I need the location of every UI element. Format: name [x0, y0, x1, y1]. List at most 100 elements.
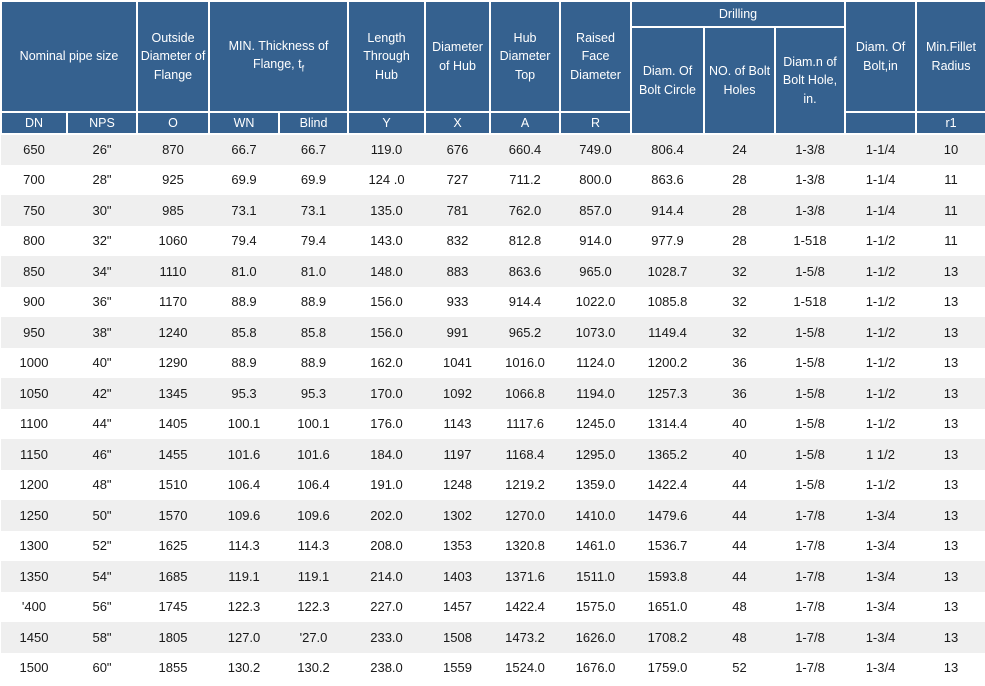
subheader-dn: DN: [0, 111, 68, 135]
cell-outside-diameter: 1110: [159, 263, 187, 279]
cell-bolt-diameter: 1-1/2: [865, 416, 896, 432]
cell-length-through-hub: 191.0: [370, 477, 403, 493]
cell-bolt-circle-diameter: 1593.8: [647, 568, 688, 584]
cell-raised-face-diameter: 1194.0: [576, 385, 615, 401]
cell-hub-diameter: 1302: [443, 507, 472, 523]
cell-thickness-blind: 119.1: [297, 568, 330, 584]
header-label: Diameter of Hub: [432, 40, 483, 73]
cell-bolt-hole-diameter: 1-7/8: [795, 538, 825, 554]
cell-hub-diameter: 1508: [443, 629, 472, 645]
cell-raised-face-diameter: 1676.0: [575, 660, 616, 676]
cell-raised-face-diameter: 1511.0: [576, 568, 615, 584]
cell-bolt-holes-count: 44: [732, 477, 747, 493]
cell-thickness-wn: 119.1: [228, 568, 260, 584]
cell-bolt-holes-count: 28: [732, 233, 747, 249]
subheader-y: Y: [347, 111, 427, 135]
cell-bolt-circle-diameter: 863.6: [651, 172, 684, 188]
header-label: MIN. Thickness of Flange, t: [228, 39, 329, 72]
cell-outside-diameter: 1685: [158, 568, 188, 584]
cell-nps: 32": [92, 233, 112, 249]
cell-thickness-wn: 81.0: [231, 263, 257, 279]
cell-bolt-circle-diameter: 806.4: [651, 142, 684, 158]
cell-nps: 34": [92, 263, 112, 279]
table-row: 1250 50" 1570 109.6 109.6 202.0 1302 1270.0 1410…: [1, 500, 985, 531]
cell-hub-diameter: 1197: [443, 446, 472, 462]
cell-thickness-blind: 122.3: [297, 599, 330, 615]
cell-bolt-holes-count: 52: [732, 660, 747, 676]
subheader-label: A: [520, 115, 530, 130]
cell-hub-diameter-top: 1117.6: [506, 416, 544, 432]
cell-bolt-hole-diameter: 1-518: [793, 294, 827, 310]
cell-length-through-hub: 156.0: [370, 294, 403, 310]
cell-thickness-blind: 106.4: [297, 477, 330, 493]
cell-bolt-hole-diameter: 1-5/8: [795, 355, 825, 371]
cell-nps: 28": [92, 172, 112, 188]
cell-fillet-radius: 13: [943, 446, 959, 462]
cell-hub-diameter-top: 1371.6: [505, 568, 545, 584]
cell-fillet-radius: 13: [943, 294, 959, 310]
cell-bolt-circle-diameter: 1257.3: [647, 385, 688, 401]
cell-thickness-blind: '27.0: [299, 629, 328, 645]
cell-outside-diameter: 925: [162, 172, 184, 188]
cell-raised-face-diameter: 1461.0: [575, 538, 616, 554]
cell-bolt-hole-diameter: 1-3/8: [795, 142, 825, 158]
cell-fillet-radius: 13: [943, 416, 959, 432]
cell-bolt-hole-diameter: 1-5/8: [795, 446, 825, 462]
header-label: NO. of Bolt Holes: [708, 64, 771, 97]
cell-nps: 40": [92, 355, 112, 371]
cell-fillet-radius: 13: [943, 599, 959, 615]
cell-thickness-blind: 88.9: [300, 294, 327, 310]
cell-thickness-blind: 109.6: [297, 507, 330, 523]
cell-nps: 44": [92, 416, 112, 432]
cell-bolt-hole-diameter: 1-5/8: [795, 477, 825, 493]
cell-bolt-diameter: 1-1/2: [865, 385, 896, 401]
subheader-o: O: [136, 111, 211, 135]
header-outside-diameter: Outside Diameter of Flange: [136, 0, 211, 113]
cell-raised-face-diameter: 1626.0: [575, 629, 616, 645]
cell-bolt-diameter: 1-1/4: [865, 202, 896, 218]
cell-outside-diameter: 1745: [158, 599, 188, 615]
cell-outside-diameter: 1855: [158, 660, 188, 676]
header-raised-face-diameter: Raised Face Diameter: [559, 0, 633, 113]
cell-length-through-hub: 214.0: [370, 568, 403, 584]
cell-thickness-blind: 73.1: [300, 202, 327, 218]
cell-hub-diameter-top: 711.2: [509, 172, 541, 188]
cell-length-through-hub: 135.0: [370, 202, 403, 218]
cell-bolt-circle-diameter: 1422.4: [647, 477, 688, 493]
cell-hub-diameter-top: 1524.0: [505, 660, 545, 676]
cell-length-through-hub: 124 .0: [368, 172, 405, 188]
header-bolt-holes: NO. of Bolt Holes: [703, 26, 777, 135]
subheader-label: O: [168, 115, 178, 130]
cell-thickness-wn: 122.3: [227, 599, 261, 615]
cell-length-through-hub: 238.0: [370, 660, 403, 676]
cell-dn: 800: [23, 233, 45, 249]
cell-hub-diameter-top: 1219.2: [505, 477, 545, 493]
cell-thickness-blind: 114.3: [297, 538, 330, 554]
cell-fillet-radius: 11: [944, 172, 958, 188]
cell-length-through-hub: 148.0: [370, 263, 403, 279]
cell-bolt-hole-diameter: 1-7/8: [795, 599, 825, 615]
subheader-label: Blind: [299, 115, 328, 130]
cell-dn: 850: [23, 263, 45, 279]
cell-hub-diameter: 832: [446, 233, 469, 249]
table-header: Nominal pipe size Outside Diameter of Fl…: [0, 0, 985, 135]
cell-bolt-hole-diameter: 1-5/8: [795, 263, 825, 279]
cell-thickness-blind: 88.9: [300, 355, 327, 371]
cell-hub-diameter: 933: [446, 294, 469, 310]
cell-nps: 48": [92, 477, 112, 493]
header-subscript: f: [301, 63, 305, 74]
cell-bolt-hole-diameter: 1-3/8: [795, 172, 825, 188]
cell-dn: 900: [23, 294, 45, 310]
cell-thickness-blind: 95.3: [300, 385, 327, 401]
cell-dn: 1300: [19, 538, 49, 554]
cell-nps: 58": [92, 629, 112, 645]
cell-bolt-circle-diameter: 1759.0: [647, 660, 688, 676]
cell-length-through-hub: 143.0: [370, 233, 403, 249]
cell-bolt-holes-count: 40: [732, 446, 747, 462]
cell-nps: 60": [92, 660, 112, 676]
table-row: 800 32" 1060 79.4 79.4 143.0 832 812.8 914.0 977.…: [1, 225, 985, 256]
header-label: Diam. Of Bolt,in: [855, 40, 906, 73]
cell-hub-diameter-top: 660.4: [508, 142, 542, 158]
cell-bolt-hole-diameter: 1-5/8: [795, 385, 825, 401]
